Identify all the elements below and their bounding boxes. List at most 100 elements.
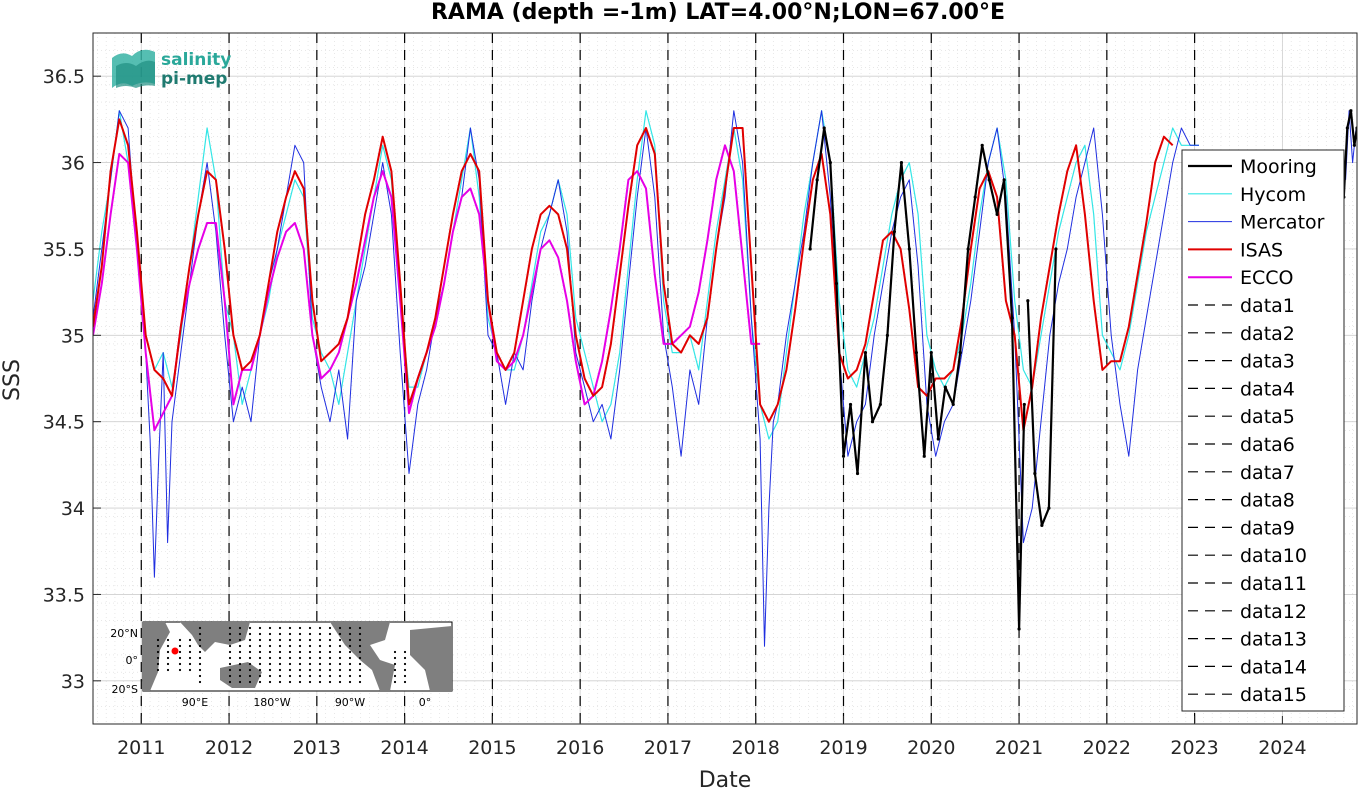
inset-buoy-dot — [308, 674, 312, 678]
series-point-mooring — [980, 143, 984, 147]
series-point-mooring — [987, 178, 991, 182]
inset-buoy-dot — [228, 680, 232, 684]
inset-buoy-dot — [358, 650, 362, 654]
inset-buoy-dot — [348, 638, 352, 642]
inset-buoy-dot — [228, 656, 232, 660]
inset-buoy-dot — [166, 662, 170, 666]
inset-buoy-dot — [338, 644, 342, 648]
legend-label: Mooring — [1240, 156, 1317, 178]
series-point-mooring — [1349, 109, 1353, 113]
inset-buoy-dot — [198, 680, 202, 684]
inset-buoy-dot — [166, 638, 170, 642]
inset-buoy-dot — [308, 662, 312, 666]
inset-buoy-dot — [258, 680, 262, 684]
inset-buoy-dot — [166, 656, 170, 660]
inset-buoy-dot — [393, 662, 397, 666]
series-point-mooring — [1040, 523, 1044, 527]
inset-buoy-dot — [228, 674, 232, 678]
inset-buoy-dot — [238, 638, 242, 642]
salinity-pi-mep-logo: salinity pi-mep — [112, 49, 231, 89]
inset-buoy-dot — [278, 668, 282, 672]
inset-buoy-dot — [248, 656, 252, 660]
inset-buoy-dot — [318, 680, 322, 684]
inset-buoy-dot — [188, 656, 192, 660]
inset-buoy-dot — [178, 650, 182, 654]
inset-buoy-dot — [238, 680, 242, 684]
inset-buoy-dot — [338, 656, 342, 660]
y-tick-label: 35 — [61, 325, 85, 347]
legend-label: data3 — [1240, 351, 1295, 373]
inset-buoy-dot — [268, 662, 272, 666]
series-point-mooring — [951, 402, 955, 407]
inset-buoy-dot — [228, 626, 232, 630]
inset-buoy-dot — [358, 656, 362, 660]
inset-buoy-dot — [328, 632, 332, 636]
inset-buoy-dot — [258, 626, 262, 630]
inset-buoy-dot — [298, 644, 302, 648]
inset-lon-label: 180°W — [253, 696, 290, 709]
inset-buoy-dot — [348, 680, 352, 684]
inset-buoy-dot — [248, 644, 252, 648]
legend-label: data2 — [1240, 323, 1295, 345]
inset-buoy-dot — [278, 680, 282, 684]
inset-buoy-dot — [156, 668, 160, 672]
inset-buoy-dot — [358, 680, 362, 684]
inset-buoy-dot — [238, 632, 242, 636]
inset-buoy-array — [156, 626, 407, 684]
inset-buoy-dot — [393, 650, 397, 654]
x-tick-label: 2013 — [293, 737, 341, 759]
x-tick-label: 2020 — [907, 737, 955, 759]
inset-buoy-dot — [156, 638, 160, 642]
inset-buoy-dot — [328, 680, 332, 684]
inset-ocean — [142, 621, 453, 692]
inset-buoy-dot — [358, 626, 362, 630]
legend-label: data10 — [1240, 545, 1307, 567]
inset-buoy-dot — [288, 680, 292, 684]
inset-buoy-dot — [268, 632, 272, 636]
y-tick-label: 34 — [61, 498, 85, 520]
inset-buoy-dot — [358, 668, 362, 672]
inset-buoy-dot — [198, 674, 202, 678]
inset-buoy-dot — [258, 656, 262, 660]
inset-buoy-dot — [166, 644, 170, 648]
series-point-mooring — [958, 350, 962, 355]
series-point-mooring — [936, 437, 940, 441]
inset-buoy-dot — [198, 668, 202, 672]
inset-buoy-dot — [358, 632, 362, 636]
inset-buoy-dot — [403, 674, 407, 678]
inset-buoy-dot — [318, 644, 322, 648]
series-point-mooring — [1026, 299, 1030, 303]
inset-buoy-dot — [308, 668, 312, 672]
inset-buoy-dot — [288, 644, 292, 648]
inset-buoy-dot — [338, 680, 342, 684]
x-tick-label: 2012 — [205, 737, 253, 759]
inset-buoy-dot — [278, 674, 282, 678]
inset-buoy-dot — [248, 632, 252, 636]
inset-buoy-dot — [228, 644, 232, 648]
inset-buoy-dot — [156, 662, 160, 666]
x-tick-label: 2021 — [995, 737, 1043, 759]
inset-buoy-dot — [248, 650, 252, 654]
legend-box — [1181, 149, 1345, 712]
inset-buoy-dot — [338, 626, 342, 630]
inset-buoy-dot — [288, 668, 292, 672]
inset-buoy-dot — [403, 650, 407, 654]
y-tick-label: 35.5 — [43, 239, 85, 261]
legend-label: ISAS — [1240, 239, 1283, 261]
x-tick-label: 2023 — [1170, 737, 1218, 759]
inset-buoy-dot — [318, 674, 322, 678]
series-point-mooring — [892, 230, 897, 234]
y-tick-label: 33.5 — [43, 584, 85, 606]
inset-lat-label: 0° — [126, 654, 139, 667]
inset-buoy-dot — [258, 650, 262, 654]
inset-lon-label: 90°W — [335, 696, 365, 709]
inset-buoy-dot — [268, 626, 272, 630]
inset-land-americas — [330, 622, 395, 691]
series-point-mooring — [1002, 178, 1006, 182]
inset-buoy-dot — [338, 674, 342, 678]
inset-buoy-dot — [178, 668, 182, 672]
inset-buoy-dot — [238, 626, 242, 630]
inset-buoy-dot — [268, 674, 272, 678]
series-point-mooring — [822, 126, 826, 130]
y-axis: 33 33.5 34 34.5 35 35.5 36 36.5 — [43, 66, 101, 693]
